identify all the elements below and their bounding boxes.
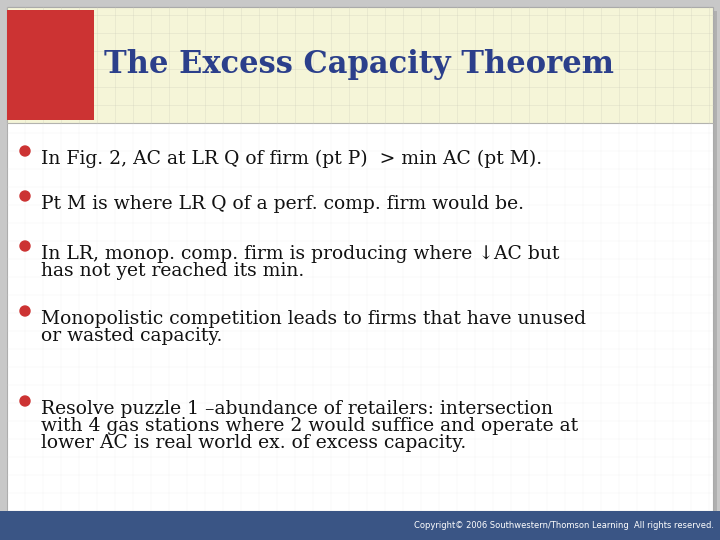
Text: Pt M is where LR Q of a perf. comp. firm would be.: Pt M is where LR Q of a perf. comp. firm… xyxy=(41,195,524,213)
Circle shape xyxy=(20,191,30,201)
Text: lower AC is real world ex. of excess capacity.: lower AC is real world ex. of excess cap… xyxy=(41,434,467,452)
Text: Copyright© 2006 Southwestern/Thomson Learning  All rights reserved.: Copyright© 2006 Southwestern/Thomson Lea… xyxy=(414,521,714,530)
Text: or wasted capacity.: or wasted capacity. xyxy=(41,327,222,345)
Text: Resolve puzzle 1 –abundance of retailers: intersection: Resolve puzzle 1 –abundance of retailers… xyxy=(41,400,553,418)
Bar xyxy=(0,511,720,540)
Text: has not yet reached its min.: has not yet reached its min. xyxy=(41,262,305,280)
Text: In LR, monop. comp. firm is producing where ↓AC but: In LR, monop. comp. firm is producing wh… xyxy=(41,245,559,263)
Text: with 4 gas stations where 2 would suffice and operate at: with 4 gas stations where 2 would suffic… xyxy=(41,417,578,435)
Circle shape xyxy=(20,306,30,316)
Bar xyxy=(7,10,94,120)
Circle shape xyxy=(20,146,30,156)
Text: Monopolistic competition leads to firms that have unused: Monopolistic competition leads to firms … xyxy=(41,310,586,328)
Bar xyxy=(7,7,713,123)
Circle shape xyxy=(20,241,30,251)
Circle shape xyxy=(20,396,30,406)
Text: The Excess Capacity Theorem: The Excess Capacity Theorem xyxy=(104,50,614,80)
Text: In Fig. 2, AC at LR Q of firm (pt P)  > min AC (pt M).: In Fig. 2, AC at LR Q of firm (pt P) > m… xyxy=(41,150,542,168)
